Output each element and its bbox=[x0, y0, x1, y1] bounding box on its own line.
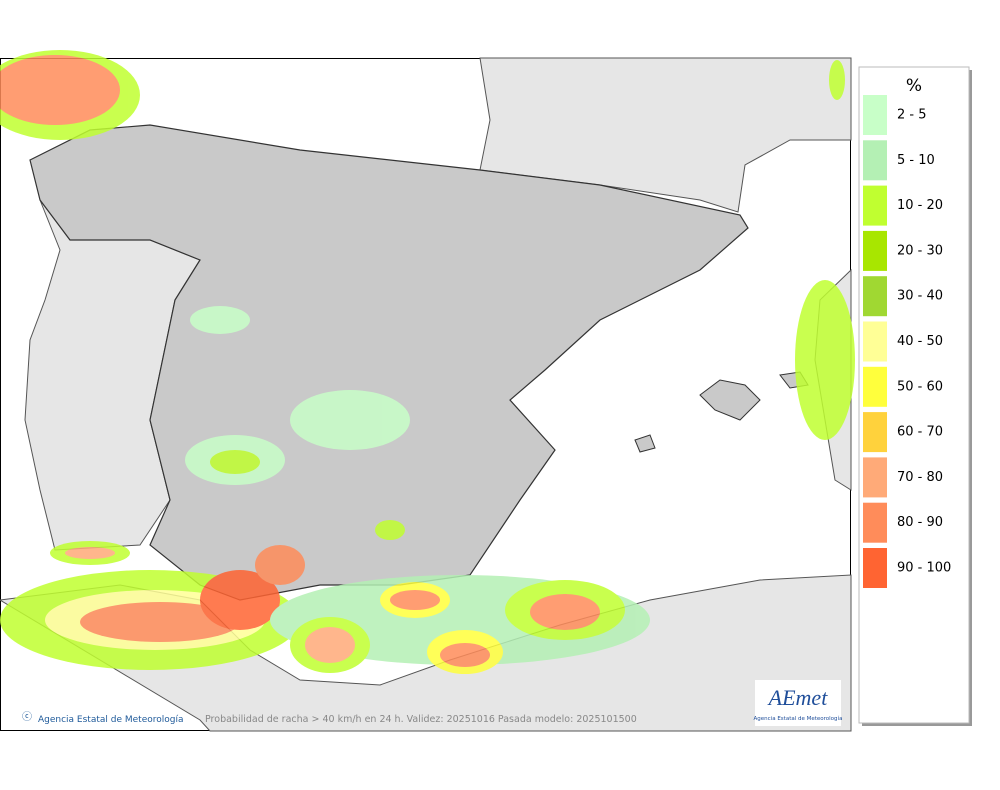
logo: AEmet Agencia Estatal de Meteorología bbox=[754, 680, 843, 726]
logo-box bbox=[755, 680, 841, 726]
legend-swatch bbox=[863, 185, 887, 226]
mallorca bbox=[699, 379, 761, 421]
legend-label: 10 - 20 bbox=[897, 198, 943, 213]
legend-swatch bbox=[863, 457, 887, 498]
logo-name: AEmet bbox=[767, 685, 829, 710]
logo-subtitle: Agencia Estatal de Meteorología bbox=[754, 715, 843, 722]
legend-items: 2 - 5 5 - 10 10 - 20 20 - 30 30 - 40 40 - 50 5… bbox=[863, 95, 951, 588]
caption: Probabilidad de racha > 40 km/h en 24 h.… bbox=[205, 714, 637, 725]
legend-swatch bbox=[863, 366, 887, 407]
legend-swatch bbox=[863, 276, 887, 317]
legend-swatch bbox=[863, 412, 887, 453]
legend-swatch bbox=[863, 321, 887, 362]
legend-label: 30 - 40 bbox=[897, 289, 943, 304]
credit: Agencia Estatal de Meteorología bbox=[38, 715, 184, 725]
legend-label: 90 - 100 bbox=[897, 561, 951, 576]
legend-label: 80 - 90 bbox=[897, 515, 943, 530]
legend-swatch bbox=[863, 95, 887, 135]
legend-label: 60 - 70 bbox=[897, 425, 943, 440]
legend-label: 50 - 60 bbox=[897, 379, 943, 394]
legend-label: 20 - 30 bbox=[897, 243, 943, 258]
france bbox=[479, 57, 852, 213]
legend-swatch bbox=[863, 548, 887, 588]
legend-swatch bbox=[863, 230, 887, 271]
legend-title: % bbox=[906, 76, 922, 96]
legend-label: 70 - 80 bbox=[897, 470, 943, 485]
copyright-icon: ⓒ bbox=[22, 711, 32, 723]
legend-label: 2 - 5 bbox=[897, 108, 927, 123]
legend-label: 40 - 50 bbox=[897, 334, 943, 349]
probability-field bbox=[0, 50, 855, 674]
legend-swatch bbox=[863, 140, 887, 181]
legend-label: 5 - 10 bbox=[897, 153, 935, 168]
ibiza bbox=[634, 434, 656, 453]
legend-swatch bbox=[863, 502, 887, 543]
